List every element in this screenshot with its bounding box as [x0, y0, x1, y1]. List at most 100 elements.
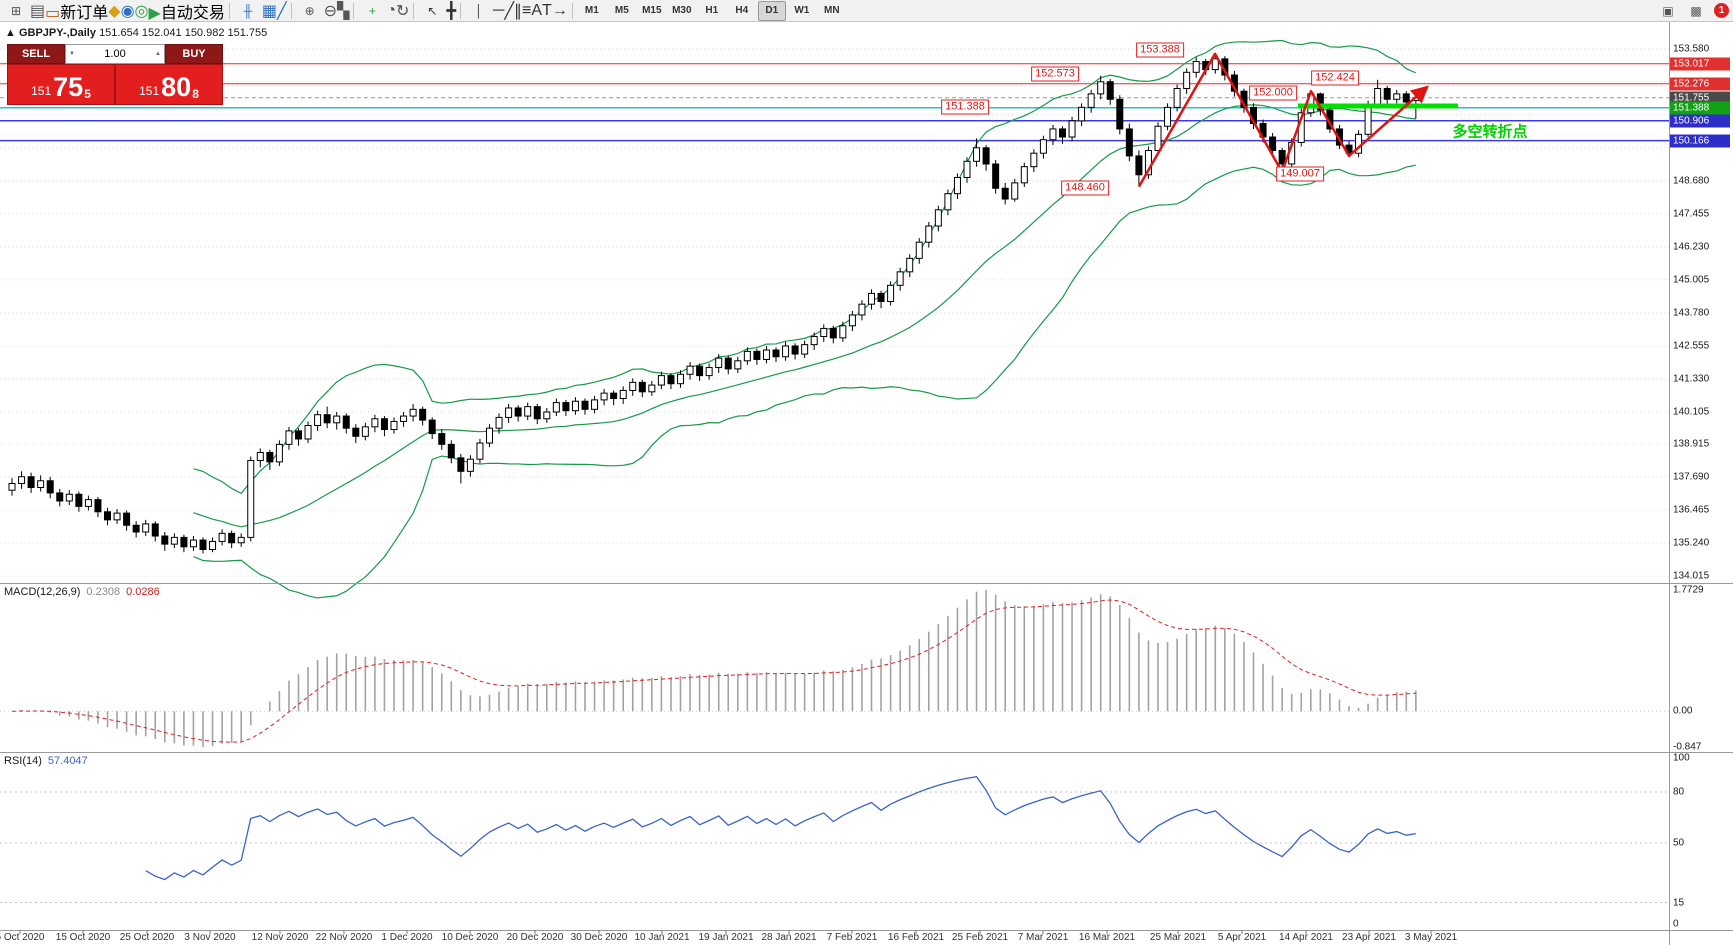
candle: [132, 524, 140, 533]
toolbar-mql5-community[interactable]: ◆: [108, 1, 120, 21]
candle: [295, 430, 302, 440]
volume-increment[interactable]: ▲: [155, 50, 161, 57]
price-scale-label: 148.680: [1673, 175, 1710, 187]
timeframe-m5[interactable]: M5: [614, 5, 629, 16]
price-callout: 148.460: [1061, 180, 1109, 196]
timeframe-w1[interactable]: W1: [794, 5, 810, 16]
toolbar-vertical-line[interactable]: │: [466, 1, 492, 21]
timeframe-mn[interactable]: MN: [824, 5, 840, 16]
toolbar-market[interactable]: ◉: [121, 1, 135, 21]
toolbar-docking[interactable]: ▣: [1662, 3, 1674, 18]
toolbar-crosshair[interactable]: ╋: [446, 1, 456, 21]
zoom-out-icon: ⊖: [323, 2, 338, 20]
timeframe-d1[interactable]: D1: [757, 0, 786, 21]
sell-button[interactable]: SELL: [7, 44, 65, 64]
toolbar-chart-profiles[interactable]: ▤: [30, 1, 45, 21]
candle: [1078, 106, 1086, 122]
candle: [486, 427, 493, 444]
toolbar-fibonacci-retracement[interactable]: ≡: [522, 2, 531, 20]
macd-scale-label: -0.847: [1673, 741, 1702, 753]
candle: [896, 271, 904, 286]
date-label: 3 Nov 2020: [184, 932, 236, 943]
candle: [973, 147, 981, 162]
candle: [476, 442, 484, 460]
candle: [915, 241, 923, 259]
toolbar-arrows[interactable]: →: [552, 2, 568, 20]
toolbar-zoom-out[interactable]: ⊖: [324, 1, 337, 21]
toolbar-auto-trading[interactable]: ▶自动交易: [149, 0, 225, 23]
date-label: 16 Feb 2021: [887, 932, 945, 943]
timeframe-h1[interactable]: H1: [705, 5, 719, 16]
timeframe-m1[interactable]: M1: [584, 5, 599, 16]
symbol-period: GBPJPY-,Daily: [18, 27, 96, 39]
candle: [791, 345, 799, 355]
toolbar-equidistant-channel[interactable]: ∥: [514, 1, 522, 21]
timeframe-m15[interactable]: M15: [642, 5, 662, 16]
toolbar-line-chart[interactable]: ╱: [277, 1, 287, 21]
candle: [380, 418, 388, 431]
volume-stepper[interactable]: ▼ ▲: [65, 44, 165, 64]
bollinger-band: [193, 39, 1417, 495]
candle: [1374, 88, 1382, 106]
candle: [285, 430, 293, 445]
rsi-line: [145, 775, 1416, 881]
volume-decrement[interactable]: ▼: [69, 50, 75, 57]
candle: [887, 284, 895, 302]
toolbar-templates[interactable]: ↻: [396, 1, 409, 21]
date-label: 5 Oct 2020: [0, 932, 45, 943]
turning-point-annotation: 多空转折点: [1452, 122, 1528, 141]
price-tag: 150.166: [1670, 134, 1730, 148]
price-tag: 150.906: [1670, 114, 1730, 128]
candle: [934, 209, 942, 227]
toolbar-indicators-list[interactable]: +: [359, 1, 385, 21]
candle: [428, 419, 436, 435]
ohlc-toggle-icon[interactable]: ▲: [5, 27, 16, 39]
candle: [648, 384, 656, 393]
ask-price[interactable]: 151 80 8: [115, 64, 223, 105]
vertical-line-icon: │: [475, 3, 483, 18]
toolbar-new-chart[interactable]: ⊞: [3, 1, 29, 21]
candle: [753, 350, 761, 360]
date-label: 22 Nov 2020: [315, 932, 373, 943]
bid-price[interactable]: 151 75 5: [7, 64, 115, 105]
line-chart-icon: ╱: [276, 2, 287, 20]
bollinger-band: [193, 164, 1416, 599]
candle: [677, 373, 684, 385]
buy-button[interactable]: BUY: [165, 44, 223, 64]
toolbar-separator: [290, 2, 292, 19]
candle: [696, 365, 704, 377]
candle: [495, 416, 503, 429]
candle: [734, 360, 742, 370]
timeframe-h4[interactable]: H4: [735, 5, 749, 16]
volume-input[interactable]: [78, 47, 152, 61]
candle: [782, 345, 790, 358]
zoom-in-icon: ⊕: [304, 3, 315, 18]
notification-badge[interactable]: 1: [1714, 3, 1729, 18]
candle: [839, 325, 847, 339]
candle: [801, 344, 809, 355]
toolbar-zoom-in[interactable]: ⊕: [297, 1, 323, 21]
date-axis[interactable]: 5 Oct 2020 15 Oct 2020 25 Oct 2020 3 Nov 20…: [0, 931, 1668, 945]
toolbar-trendline[interactable]: ╱: [504, 1, 514, 21]
toolbar-virtual-hosting[interactable]: ◎: [135, 1, 149, 21]
candle: [46, 480, 54, 494]
candle: [629, 381, 637, 391]
toolbar-cursor[interactable]: ↖: [419, 1, 445, 21]
candle: [218, 532, 226, 542]
candle: [877, 292, 885, 302]
toolbar-news[interactable]: ▩: [1690, 3, 1702, 18]
toolbar-horizontal-line[interactable]: ─: [493, 2, 504, 20]
toolbar-tile-windows[interactable]: ▚: [337, 1, 349, 21]
toolbar-text[interactable]: A: [531, 2, 542, 20]
toolbar-new-order[interactable]: ▭新订单: [45, 0, 108, 23]
toolbar: ⊞ ▤ ▭新订单 ◆ ◉ ◎ ▶自动交易 ╫ ▦ ╱ ⊕ ⊖ ▚ + ◔ ↻ ↖ ╋ │ ─ ╱ ∥ ≡ A T → M1 M5 M15…: [0, 0, 1733, 22]
bar-chart-icon: ╫: [243, 3, 253, 18]
candle: [524, 406, 532, 417]
timeframe-m30[interactable]: M30: [672, 5, 692, 16]
toolbar-text-label[interactable]: T: [542, 2, 552, 20]
toolbar-candlestick-chart[interactable]: ▦: [262, 1, 277, 21]
text-label-icon: T: [542, 1, 552, 19]
toolbar-bar-chart[interactable]: ╫: [235, 1, 261, 21]
toolbar-period-settings[interactable]: ◔: [386, 2, 396, 20]
